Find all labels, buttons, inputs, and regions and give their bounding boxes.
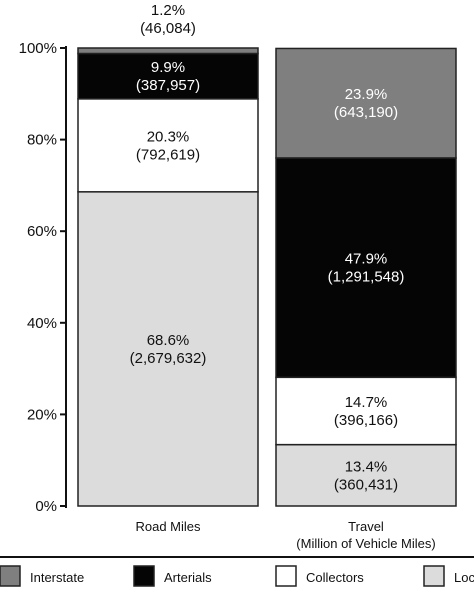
legend-label: Local	[454, 570, 474, 585]
data-label: (643,190)	[334, 104, 398, 121]
x-category-label: Road Miles	[135, 519, 201, 534]
data-label: (387,957)	[136, 77, 200, 94]
legend-swatch-local	[423, 565, 445, 587]
data-label: (396,166)	[334, 412, 398, 429]
legend: Interstate Arterials Collectors Local	[0, 556, 474, 587]
plot-area: 0%20%40%60%80%100%68.6%(2,679,632)20.3%(…	[19, 2, 457, 551]
legend-swatch-interstate	[0, 565, 21, 587]
bar-segment-local	[77, 191, 259, 507]
legend-label: Arterials	[164, 570, 212, 585]
legend-label: Interstate	[30, 570, 84, 585]
legend-label: Collectors	[306, 570, 364, 585]
data-label: (2,679,632)	[130, 350, 207, 367]
x-category-label: Travel	[348, 519, 384, 534]
legend-swatch-collectors	[275, 565, 297, 587]
bar-segment-collectors	[275, 376, 457, 446]
y-tick-label: 60%	[27, 223, 57, 240]
y-tick-label: 20%	[27, 406, 57, 423]
bar-segment-collectors	[77, 98, 259, 193]
data-label: 47.9%	[345, 251, 388, 268]
bar-segment-interstate	[77, 47, 259, 55]
y-tick-label: 80%	[27, 132, 57, 149]
data-label: 23.9%	[345, 86, 388, 103]
data-label: (360,431)	[334, 476, 398, 493]
data-label: 9.9%	[151, 59, 185, 76]
data-label: (792,619)	[136, 146, 200, 163]
bar-segment-arterials	[275, 157, 457, 379]
data-label: 68.6%	[147, 332, 190, 349]
y-tick-label: 40%	[27, 315, 57, 332]
data-label: 14.7%	[345, 394, 388, 411]
x-category-label: (Million of Vehicle Miles)	[296, 536, 435, 551]
data-label: (1,291,548)	[328, 269, 405, 286]
bar-segment-local	[275, 443, 457, 507]
legend-swatch-arterials	[133, 565, 155, 587]
data-label: (46,084)	[140, 20, 196, 37]
data-label: 20.3%	[147, 128, 190, 145]
bar-segment-interstate	[275, 47, 457, 159]
y-tick-label: 100%	[19, 40, 57, 57]
data-label: 13.4%	[345, 458, 388, 475]
bar-segment-arterials	[77, 52, 259, 100]
data-label: 1.2%	[151, 2, 185, 19]
y-tick-label: 0%	[35, 498, 57, 515]
